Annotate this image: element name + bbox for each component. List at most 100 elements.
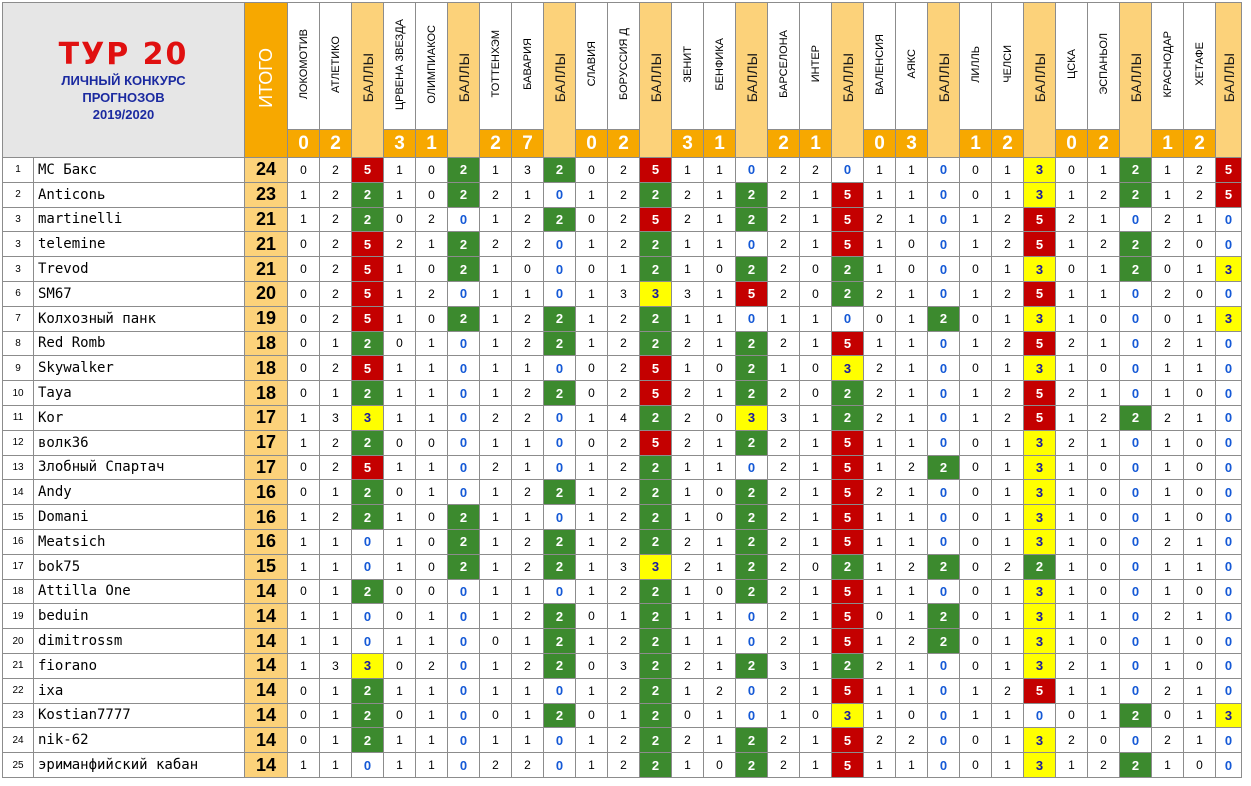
- prediction-away: 1: [799, 206, 832, 233]
- prediction-home: 1: [287, 404, 320, 431]
- prediction-away: 1: [703, 553, 736, 580]
- points-cell: 2: [543, 206, 576, 233]
- prediction-home: 2: [767, 727, 800, 754]
- prediction-home: 1: [383, 280, 416, 307]
- prediction-home: 1: [383, 727, 416, 754]
- points-cell: 2: [639, 454, 672, 481]
- points-cell: 0: [927, 355, 960, 382]
- prediction-away: 0: [1087, 528, 1120, 555]
- prediction-away: 0: [895, 231, 928, 258]
- prediction-home: 0: [959, 305, 992, 332]
- prediction-home: 2: [1151, 677, 1184, 704]
- table-row: 10 Taya 18 0 1 2 1 1 0 1 2 2 0 2 5 2 1 2 2 0 2 2 1 0 1 2 5 2 1 0 1 0 0: [2, 380, 1242, 406]
- points-cell: 2: [735, 206, 768, 233]
- total-points: 15: [244, 553, 288, 580]
- prediction-away: 1: [415, 752, 448, 778]
- prediction-away: 1: [1087, 652, 1120, 679]
- points-cell: 2: [831, 652, 864, 679]
- prediction-away: 1: [415, 628, 448, 654]
- prediction-away: 0: [415, 553, 448, 580]
- rank-cell: 18: [2, 578, 34, 605]
- points-cell: 5: [351, 231, 384, 258]
- prediction-away: 2: [895, 628, 928, 654]
- prediction-home: 1: [671, 628, 704, 654]
- table-row: 3 Trevod 21 0 2 5 1 0 2 1 0 0 0 1 2 1 0 2 2 0 2 1 0 0 0 1 3 0 1 2 0 1 3: [2, 256, 1242, 282]
- match-4-home-team: СЛАВИЯ: [575, 2, 608, 130]
- prediction-away: 2: [1087, 404, 1120, 431]
- prediction-away: 1: [799, 429, 832, 456]
- prediction-away: 2: [991, 677, 1024, 704]
- prediction-home: 2: [863, 380, 896, 406]
- prediction-home: 1: [1055, 454, 1088, 481]
- prediction-home: 0: [287, 330, 320, 357]
- prediction-away: 1: [319, 553, 352, 580]
- points-cell: 2: [735, 380, 768, 406]
- points-cell: 2: [927, 305, 960, 332]
- prediction-home: 1: [863, 454, 896, 481]
- points-cell: 3: [1023, 157, 1056, 183]
- prediction-home: 0: [959, 256, 992, 282]
- total-points: 14: [244, 578, 288, 605]
- prediction-away: 1: [1087, 702, 1120, 729]
- prediction-home: 1: [287, 752, 320, 778]
- away-team-name: БОРУССИЯ Д: [617, 28, 630, 100]
- prediction-away: 0: [895, 256, 928, 282]
- points-cell: 3: [831, 702, 864, 729]
- prediction-home: 0: [575, 380, 608, 406]
- participant-name: nik-62: [33, 727, 245, 754]
- prediction-home: 2: [1151, 231, 1184, 258]
- points-cell: 0: [447, 355, 480, 382]
- rank-cell: 9: [2, 355, 34, 382]
- match-3-home-team: ТОТТЕНХЭМ: [479, 2, 512, 130]
- total-points: 18: [244, 380, 288, 406]
- prediction-away: 1: [703, 330, 736, 357]
- points-cell: 0: [927, 231, 960, 258]
- points-cell: 0: [927, 429, 960, 456]
- prediction-home: 0: [383, 603, 416, 630]
- match-8-away-team: ЧЕЛСИ: [991, 2, 1024, 130]
- prediction-away: 1: [895, 330, 928, 357]
- prediction-away: 0: [1087, 454, 1120, 481]
- points-cell: 2: [543, 652, 576, 679]
- prediction-away: 1: [895, 404, 928, 431]
- points-cell: 2: [735, 181, 768, 208]
- prediction-away: 2: [607, 429, 640, 456]
- points-cell: 0: [1215, 454, 1242, 481]
- points-cell: 5: [831, 479, 864, 506]
- points-cell: 3: [1023, 504, 1056, 530]
- prediction-away: 1: [1183, 330, 1216, 357]
- prediction-away: 1: [1183, 553, 1216, 580]
- prediction-home: 1: [383, 628, 416, 654]
- prediction-home: 2: [671, 553, 704, 580]
- prediction-home: 0: [575, 355, 608, 382]
- rank-cell: 21: [2, 652, 34, 679]
- points-cell: 2: [543, 330, 576, 357]
- rank-cell: 12: [2, 429, 34, 456]
- prediction-home: 2: [671, 330, 704, 357]
- prediction-away: 1: [799, 603, 832, 630]
- points-cell: 0: [543, 504, 576, 530]
- points-cell: 2: [735, 479, 768, 506]
- match-5-home-team: ЗЕНИТ: [671, 2, 704, 130]
- prediction-home: 0: [575, 652, 608, 679]
- prediction-away: 2: [607, 305, 640, 332]
- prediction-away: 3: [511, 157, 544, 183]
- prediction-home: 1: [479, 305, 512, 332]
- table-row: 1 МС Бакс 24 0 2 5 1 0 2 1 3 2 0 2 5 1 1 0 2 2 0 1 1 0 0 1 3 0 1 2 1 2 5: [2, 157, 1242, 183]
- prediction-away: 0: [1183, 652, 1216, 679]
- prediction-home: 1: [287, 504, 320, 530]
- prediction-away: 1: [319, 727, 352, 754]
- match-2-points-header: БАЛЛЫ: [447, 2, 480, 158]
- prediction-away: 3: [607, 553, 640, 580]
- points-cell: 2: [1119, 181, 1152, 208]
- prediction-away: 1: [1183, 305, 1216, 332]
- points-cell: 5: [639, 206, 672, 233]
- prediction-home: 1: [479, 157, 512, 183]
- prediction-home: 1: [863, 181, 896, 208]
- prediction-away: 1: [703, 280, 736, 307]
- total-points: 18: [244, 330, 288, 357]
- prediction-home: 1: [479, 280, 512, 307]
- home-team-name: БАРСЕЛОНА: [777, 30, 790, 98]
- prediction-away: 2: [895, 727, 928, 754]
- points-cell: 2: [735, 528, 768, 555]
